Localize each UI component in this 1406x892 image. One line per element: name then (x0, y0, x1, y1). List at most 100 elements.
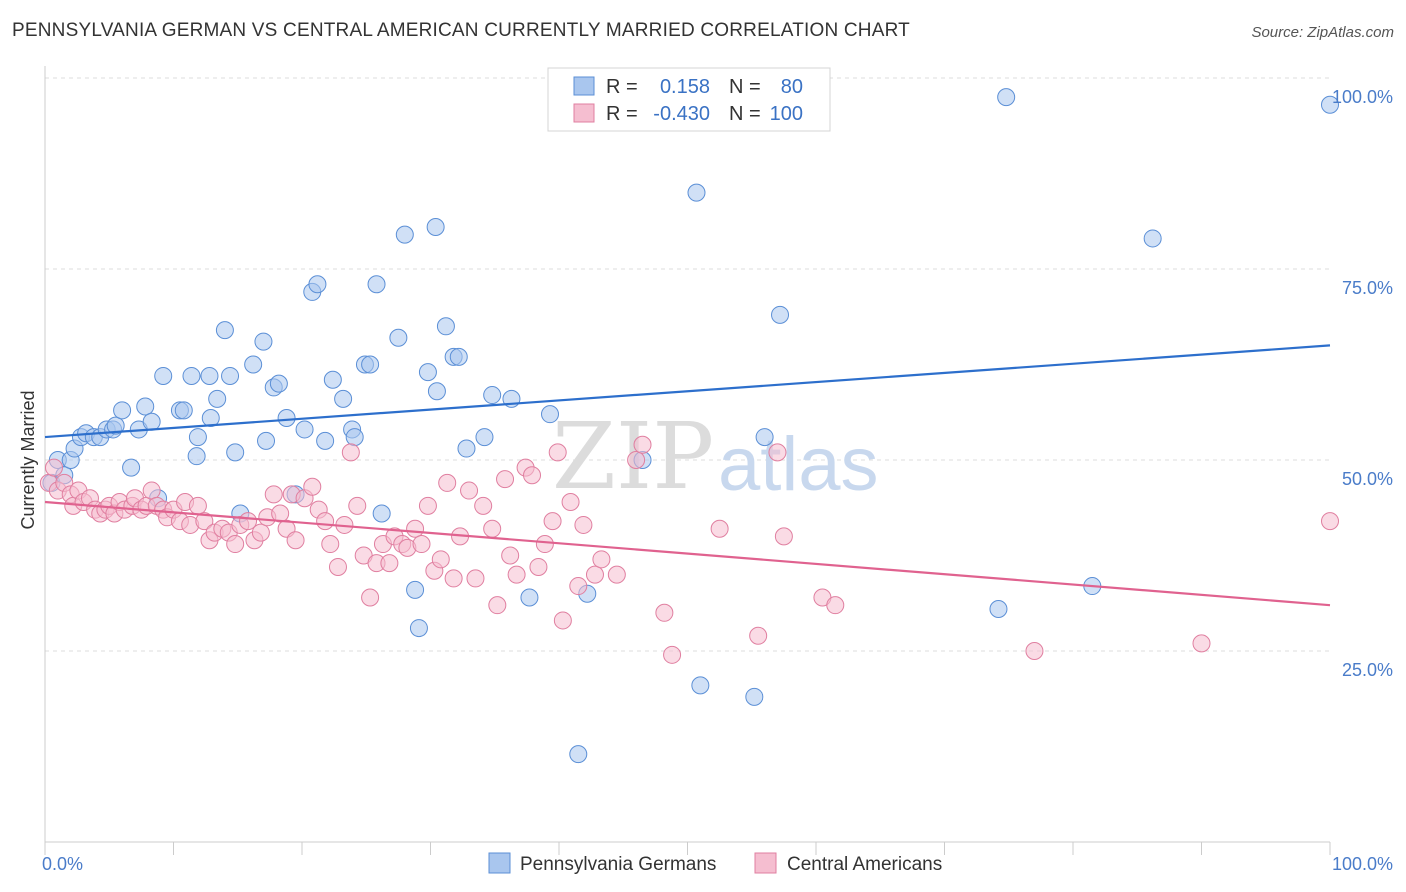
point-pennsylvania-germans (254, 332, 273, 351)
point-central-americans (663, 645, 682, 664)
point-pennsylvania-germans (188, 428, 207, 447)
point-central-americans (627, 451, 646, 469)
point-pennsylvania-germans (771, 305, 790, 324)
point-central-americans (592, 550, 611, 569)
point-pennsylvania-germans (569, 745, 588, 764)
watermark-atlas: atlas (718, 422, 879, 507)
point-central-americans (655, 603, 674, 622)
x-tick-labels: 0.0% 100.0% (42, 854, 1393, 874)
series-label-pennsylvania-germans: Pennsylvania Germans (520, 854, 716, 875)
legend-n-label: N = (729, 76, 761, 98)
point-central-americans (251, 523, 270, 542)
point-central-americans (406, 519, 425, 538)
legend-r-label: R = (606, 76, 638, 98)
point-central-americans (585, 565, 604, 584)
point-pennsylvania-germans (113, 401, 132, 420)
point-pennsylvania-germans (174, 401, 193, 420)
point-central-americans (826, 596, 845, 615)
trend-line-central-americans (44, 500, 1331, 607)
point-central-americans (431, 550, 450, 569)
point-central-americans (142, 481, 161, 500)
legend-r-label: R = (606, 103, 638, 125)
axes (44, 66, 1331, 855)
point-central-americans (561, 493, 580, 512)
data-points (39, 69, 1339, 764)
point-central-americans (1321, 512, 1339, 531)
point-pennsylvania-germans (154, 366, 173, 385)
point-central-americans (496, 470, 515, 489)
point-central-americans (507, 565, 526, 584)
y-tick-label: 25.0% (1342, 660, 1393, 680)
point-pennsylvania-germans (1143, 229, 1162, 248)
point-central-americans (483, 519, 502, 538)
legend-r-value: -0.430 (653, 103, 710, 125)
point-central-americans (195, 512, 214, 531)
point-pennsylvania-germans (372, 504, 391, 523)
point-central-americans (188, 496, 207, 515)
point-pennsylvania-germans (409, 619, 428, 638)
point-pennsylvania-germans (136, 397, 155, 416)
point-pennsylvania-germans (269, 374, 288, 393)
point-pennsylvania-germans (520, 588, 539, 607)
point-pennsylvania-germans (1321, 95, 1339, 114)
point-pennsylvania-germans (187, 447, 206, 466)
point-central-americans (361, 588, 380, 607)
point-pennsylvania-germans (308, 275, 327, 294)
trend-line-pennsylvania-germans (44, 344, 1331, 439)
point-central-americans (607, 565, 626, 584)
point-central-americans (226, 535, 245, 554)
point-pennsylvania-germans (323, 370, 342, 389)
point-central-americans (488, 596, 507, 615)
point-pennsylvania-germans (316, 431, 335, 450)
series-swatch-pennsylvania-germans (488, 852, 511, 874)
point-central-americans (569, 577, 588, 596)
point-pennsylvania-germans (426, 217, 445, 236)
point-pennsylvania-germans (295, 420, 314, 439)
point-central-americans (316, 512, 335, 531)
series-swatch-central-americans (754, 852, 777, 874)
point-pennsylvania-germans (483, 386, 502, 405)
chart-title: PENNSYLVANIA GERMAN VS CENTRAL AMERICAN … (12, 20, 910, 41)
point-pennsylvania-germans (418, 363, 437, 382)
y-tick-labels: 25.0% 50.0% 75.0% 100.0% (1332, 87, 1393, 680)
point-pennsylvania-germans (755, 428, 774, 447)
point-pennsylvania-germans (182, 366, 201, 385)
source-credit: Source: ZipAtlas.com (1251, 24, 1394, 41)
point-pennsylvania-germans (691, 676, 710, 695)
point-pennsylvania-germans (215, 321, 234, 340)
point-central-americans (412, 535, 431, 554)
x-tick-label: 100.0% (1332, 854, 1393, 874)
point-pennsylvania-germans (361, 355, 380, 374)
point-pennsylvania-germans (257, 431, 276, 450)
point-central-americans (553, 611, 572, 630)
point-pennsylvania-germans (244, 355, 263, 374)
point-pennsylvania-germans (541, 405, 560, 424)
point-pennsylvania-germans (997, 88, 1016, 107)
legend-n-label: N = (729, 103, 761, 125)
point-pennsylvania-germans (226, 443, 245, 462)
trend-lines (44, 344, 1331, 607)
point-pennsylvania-germans (122, 458, 141, 477)
series-legend: Pennsylvania Germans Central Americans (488, 852, 942, 875)
point-pennsylvania-germans (142, 412, 161, 431)
point-central-americans (1192, 634, 1211, 653)
point-central-americans (523, 466, 542, 485)
point-central-americans (474, 496, 493, 515)
point-pennsylvania-germans (208, 389, 227, 408)
point-central-americans (286, 531, 305, 550)
point-pennsylvania-germans (277, 408, 296, 427)
point-pennsylvania-germans (406, 580, 425, 599)
point-central-americans (543, 512, 562, 531)
point-central-americans (380, 554, 399, 573)
point-pennsylvania-germans (989, 599, 1008, 618)
point-central-americans (418, 496, 437, 515)
point-central-americans (710, 519, 729, 538)
y-tick-label: 50.0% (1342, 469, 1393, 489)
point-pennsylvania-germans (457, 439, 476, 458)
point-pennsylvania-germans (345, 428, 364, 447)
point-pennsylvania-germans (367, 275, 386, 294)
y-tick-label: 75.0% (1342, 278, 1393, 298)
point-central-americans (348, 496, 367, 515)
point-central-americans (574, 515, 593, 534)
